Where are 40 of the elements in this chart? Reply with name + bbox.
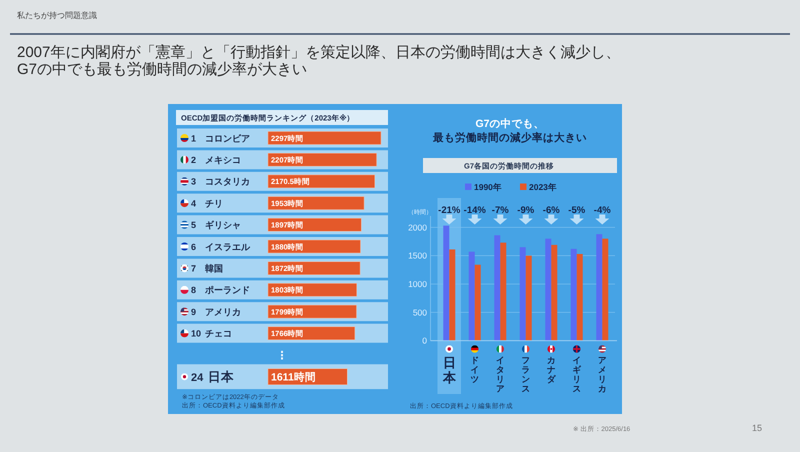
category: ドイツ bbox=[470, 355, 480, 384]
title: G7の中でも最も労働時間の減少率が大きい bbox=[17, 61, 308, 78]
category: ⋮ bbox=[276, 350, 288, 362]
category: アメリカ bbox=[598, 355, 607, 394]
category: 6 イスラエル bbox=[191, 242, 250, 252]
category: 8 ポーランド bbox=[191, 285, 250, 296]
tick-label: 2000 bbox=[408, 222, 427, 232]
annotation: -4% bbox=[594, 205, 611, 216]
tick-label: 1000 bbox=[408, 279, 427, 290]
category: 3 コスタリカ bbox=[191, 176, 250, 187]
category: 9 アメリカ bbox=[191, 306, 241, 317]
category: 5 ギリシャ bbox=[191, 220, 241, 230]
category: 24 日本 bbox=[191, 370, 234, 384]
category: 7 韓国 bbox=[191, 264, 223, 274]
category: フランス bbox=[521, 355, 530, 394]
category: 4 チリ bbox=[191, 198, 223, 208]
title: 2007年に内閣府が「憲章」と「行動指針」を策定以降、日本の労働時間は大きく減少し、 bbox=[17, 44, 620, 61]
annotation: -14% bbox=[464, 205, 486, 216]
tick-label: 0 bbox=[422, 336, 427, 346]
subtitle: 私たちが持つ問題意識 bbox=[17, 11, 97, 20]
annotation: -5% bbox=[568, 205, 586, 216]
annotation: 15 bbox=[752, 423, 762, 433]
annotation: -9% bbox=[517, 205, 534, 216]
category: 1 コロンビア bbox=[191, 133, 250, 144]
category: イタリア bbox=[496, 355, 505, 394]
category: 2 メキシコ bbox=[191, 155, 241, 165]
tick-label: 1500 bbox=[408, 250, 427, 261]
title: 最も労働時間の減少率は大きい bbox=[433, 132, 587, 144]
annotation: -21% bbox=[438, 205, 460, 216]
annotation: -7% bbox=[492, 205, 509, 216]
legend: 1990年 bbox=[474, 182, 502, 192]
category: イギリス bbox=[572, 355, 582, 394]
legend: 2023年 bbox=[529, 182, 557, 192]
category: 日本 bbox=[442, 355, 456, 385]
data-label: 1611時間 bbox=[271, 372, 316, 384]
tick-label: 500 bbox=[412, 307, 427, 318]
annotation: -6% bbox=[542, 205, 560, 216]
title: G7の中でも、 bbox=[476, 118, 544, 130]
category: 10 チェコ bbox=[191, 328, 232, 339]
category: カナダ bbox=[546, 355, 556, 384]
